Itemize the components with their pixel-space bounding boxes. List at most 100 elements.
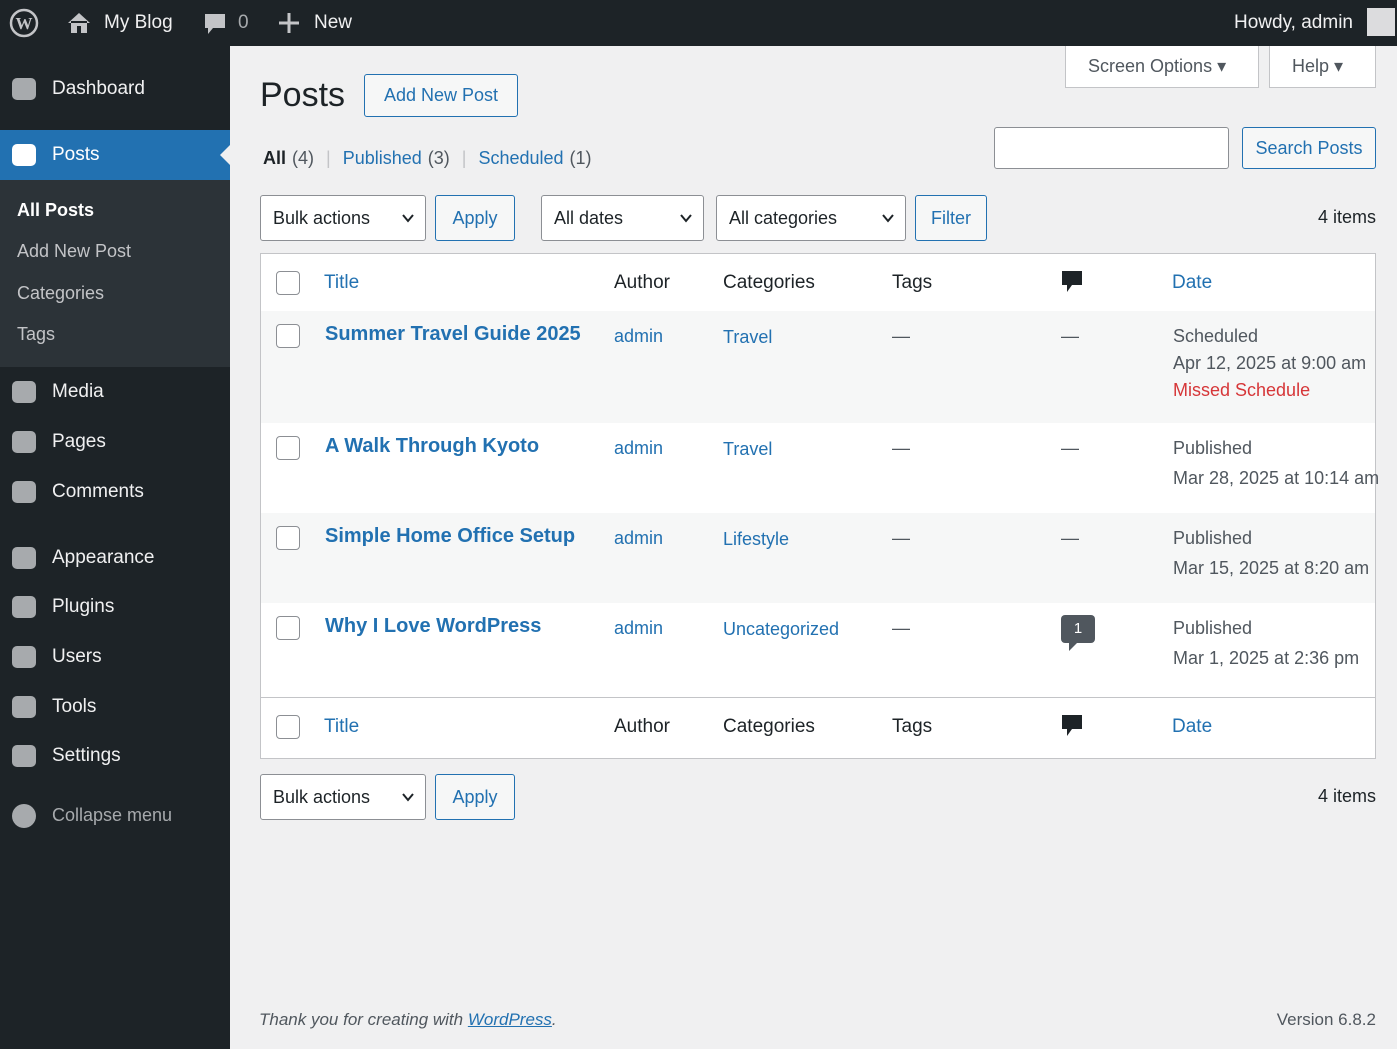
screen-options[interactable]: Screen Options ▾	[1065, 46, 1259, 88]
site-name[interactable]: My Blog	[104, 12, 173, 33]
post-comments: —	[1061, 326, 1079, 346]
post-category[interactable]: Travel	[723, 439, 773, 459]
post-date: Mar 1, 2025 at 2:36 pm	[1173, 648, 1360, 668]
caret	[882, 214, 894, 223]
menu-item[interactable]: Comments	[52, 481, 144, 502]
post-author[interactable]: admin	[614, 438, 664, 458]
svg-text:W: W	[16, 14, 33, 33]
collapse-icon	[12, 804, 36, 828]
view-count: (3)	[427, 148, 450, 168]
column-footer[interactable]: Date	[1172, 716, 1213, 737]
post-status: Scheduled	[1173, 326, 1259, 346]
post-title[interactable]: Summer Travel Guide 2025	[325, 323, 581, 345]
apply-button[interactable]: Apply	[435, 774, 515, 820]
footer-text: Thank you for creating with	[259, 1010, 464, 1029]
menu-icon	[12, 144, 36, 166]
post-author[interactable]: admin	[614, 326, 664, 346]
checkbox[interactable]	[276, 715, 300, 739]
column-header[interactable]: Date	[1172, 272, 1213, 293]
help-label: Help	[1292, 56, 1330, 76]
view-label[interactable]: Published	[342, 148, 422, 168]
column-header[interactable]: Title	[324, 272, 360, 293]
footer-period: .	[551, 1010, 557, 1029]
footer-link[interactable]: WordPress	[467, 1010, 552, 1029]
search-button[interactable]: Search Posts	[1242, 127, 1376, 169]
post-title[interactable]: Why I Love WordPress	[325, 615, 542, 637]
new-link[interactable]: New	[314, 12, 353, 33]
menu-item[interactable]: Users	[52, 646, 102, 667]
bulk-select[interactable]: Bulk actions	[260, 195, 426, 241]
post-comments: —	[1061, 528, 1079, 548]
menu-item[interactable]: Posts	[52, 144, 100, 165]
menu-icon	[12, 431, 36, 453]
caret	[402, 214, 414, 223]
column-footer: Categories	[723, 716, 815, 737]
checkbox[interactable]	[276, 616, 300, 640]
items-count: 4 items	[1317, 207, 1376, 227]
version: Version 6.8.2	[1276, 1010, 1376, 1029]
post-date: Apr 12, 2025 at 9:00 am	[1173, 353, 1367, 373]
table-row: Summer Travel Guide 2025 admin Travel — — Sch…	[261, 311, 1375, 423]
menu-item[interactable]: Dashboard	[52, 78, 145, 99]
menu-item[interactable]: Appearance	[52, 547, 155, 568]
table-row: Why I Love WordPress admin Uncategorized — 1…	[261, 603, 1375, 697]
column-footer[interactable]: Title	[324, 716, 360, 737]
page-title: Posts	[260, 76, 346, 114]
post-category[interactable]: Lifestyle	[723, 529, 790, 549]
plus-icon	[279, 13, 299, 33]
post-author[interactable]: admin	[614, 618, 664, 638]
wp-logo[interactable]: W	[9, 8, 39, 38]
submenu-item[interactable]: Tags	[17, 324, 56, 344]
apply-button[interactable]: Apply	[435, 195, 515, 241]
comment-count[interactable]: 0	[238, 12, 249, 33]
bulk-select[interactable]: Bulk actions	[260, 774, 426, 820]
help-tab[interactable]: Help ▾	[1269, 46, 1376, 88]
comment-bubble[interactable]: 1	[1061, 615, 1095, 643]
add-new-button[interactable]: Add New Post	[364, 74, 518, 117]
checkbox[interactable]	[276, 436, 300, 460]
column-header: Tags	[892, 272, 933, 293]
checkbox[interactable]	[276, 526, 300, 550]
category-select[interactable]: All categories	[716, 195, 906, 241]
submenu-item[interactable]: Categories	[17, 283, 105, 303]
post-tags: —	[892, 528, 910, 548]
post-author[interactable]: admin	[614, 528, 664, 548]
collapse-menu[interactable]: Collapse menu	[52, 805, 173, 825]
post-category[interactable]: Travel	[723, 327, 773, 347]
menu-icon	[12, 381, 36, 403]
menu-item[interactable]: Pages	[52, 431, 106, 452]
post-date: Mar 28, 2025 at 10:14 am	[1173, 468, 1380, 488]
table-row: Simple Home Office Setup admin Lifestyle — —…	[261, 513, 1375, 603]
howdy[interactable]: Howdy, admin	[1234, 12, 1353, 33]
submenu-item[interactable]: Add New Post	[17, 241, 132, 261]
menu-item[interactable]: Plugins	[52, 596, 115, 617]
view-label[interactable]: All	[263, 148, 287, 168]
post-tags: —	[892, 326, 910, 346]
post-status: Published	[1173, 618, 1253, 638]
post-category[interactable]: Uncategorized	[723, 619, 840, 639]
menu-icon	[12, 481, 36, 503]
post-title[interactable]: Simple Home Office Setup	[325, 525, 576, 547]
menu-icon	[12, 745, 36, 767]
caret	[680, 214, 692, 223]
view-label[interactable]: Scheduled	[478, 148, 564, 168]
post-comments: —	[1061, 438, 1079, 458]
post-title[interactable]: A Walk Through Kyoto	[325, 435, 540, 457]
menu-item[interactable]: Settings	[52, 745, 121, 766]
search-input[interactable]	[994, 127, 1229, 169]
post-tags: —	[892, 618, 910, 638]
date-select[interactable]: All dates	[541, 195, 704, 241]
menu-item[interactable]: Tools	[52, 696, 97, 717]
view-count: (4)	[292, 148, 315, 168]
screen-options-label: Screen Options	[1088, 56, 1213, 76]
views: All (4) | Published (3) | Scheduled (1)	[263, 148, 592, 169]
column-header: Categories	[723, 272, 815, 293]
submenu-item[interactable]: All Posts	[17, 200, 95, 220]
menu-item[interactable]: Media	[52, 381, 104, 402]
filter-button[interactable]: Filter	[915, 195, 987, 241]
separator: |	[461, 148, 467, 168]
checkbox[interactable]	[276, 324, 300, 348]
avatar[interactable]	[1367, 8, 1395, 36]
active-arrow	[220, 145, 230, 165]
checkbox[interactable]	[276, 271, 300, 295]
